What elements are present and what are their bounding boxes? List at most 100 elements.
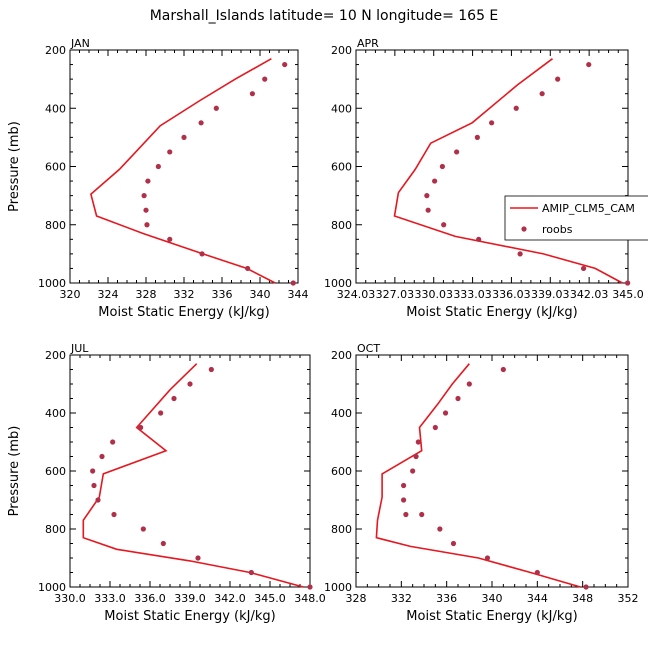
x-tick-label: 348 bbox=[572, 592, 593, 605]
legend-label-obs: roobs bbox=[542, 223, 573, 236]
series-line-model bbox=[82, 363, 304, 588]
obs-point bbox=[91, 482, 97, 489]
obs-point bbox=[213, 105, 219, 111]
series-line-model bbox=[375, 363, 581, 588]
x-tick-label: 327.03 bbox=[376, 288, 415, 301]
y-tick-label: 200 bbox=[331, 349, 352, 362]
y-tick-label: 600 bbox=[331, 161, 352, 174]
obs-point bbox=[410, 468, 416, 474]
x-tick-label: 340 bbox=[250, 288, 271, 301]
obs-point bbox=[245, 265, 251, 272]
y-tick-label: 1000 bbox=[324, 581, 352, 594]
obs-point bbox=[307, 584, 313, 590]
obs-point bbox=[580, 265, 587, 272]
obs-point bbox=[484, 555, 491, 561]
x-tick-label: 320 bbox=[60, 288, 81, 301]
obs-point bbox=[249, 91, 255, 97]
panel-oct: OCT 328 332 336 340 344 348 352 200 400 600 800 1000… bbox=[324, 342, 639, 624]
x-tick-label: 336.0 bbox=[134, 592, 166, 605]
y-tick-label: 1000 bbox=[38, 581, 66, 594]
obs-point bbox=[401, 497, 407, 503]
x-tick-label: 345.0 bbox=[612, 288, 644, 301]
obs-point bbox=[555, 76, 561, 82]
obs-point bbox=[195, 555, 201, 561]
obs-point bbox=[476, 236, 482, 242]
x-tick-label: 344 bbox=[288, 288, 309, 301]
obs-point bbox=[110, 439, 116, 445]
obs-point bbox=[474, 134, 480, 140]
y-axis-label: Pressure (mb) bbox=[7, 426, 22, 517]
panel-label: JAN bbox=[70, 37, 90, 50]
obs-point bbox=[500, 366, 506, 373]
x-axis-label: Moist Static Energy (kJ/kg) bbox=[406, 305, 577, 320]
series-line-model bbox=[393, 58, 623, 284]
obs-point bbox=[248, 569, 254, 576]
y-tick-label: 600 bbox=[45, 161, 66, 174]
plot-frame bbox=[355, 354, 629, 588]
y-tick-label: 600 bbox=[45, 465, 66, 478]
obs-point bbox=[181, 134, 187, 140]
x-tick-label: 342.0 bbox=[214, 592, 246, 605]
figure-title: Marshall_Islands latitude= 10 N longitud… bbox=[150, 8, 499, 24]
x-tick-label: 344 bbox=[527, 592, 548, 605]
obs-point bbox=[517, 251, 523, 257]
obs-point bbox=[145, 178, 151, 184]
obs-point bbox=[450, 540, 457, 547]
legend-label-model: AMIP_CLM5_CAM bbox=[542, 202, 635, 215]
obs-point bbox=[158, 410, 164, 416]
obs-point bbox=[425, 207, 431, 213]
obs-point bbox=[160, 540, 166, 547]
obs-point bbox=[403, 511, 409, 518]
obs-point bbox=[454, 149, 460, 155]
obs-point bbox=[199, 251, 205, 257]
y-tick-label: 800 bbox=[331, 219, 352, 232]
obs-point bbox=[437, 526, 443, 532]
x-axis-label: Moist Static Energy (kJ/kg) bbox=[104, 609, 275, 624]
y-tick-label: 200 bbox=[331, 44, 352, 57]
obs-point bbox=[415, 439, 421, 445]
obs-point bbox=[95, 497, 101, 503]
obs-point bbox=[171, 395, 177, 402]
y-axis-label: Pressure (mb) bbox=[7, 121, 22, 212]
obs-point bbox=[208, 366, 214, 373]
x-tick-label: 342.03 bbox=[570, 288, 609, 301]
y-tick-label: 800 bbox=[45, 219, 66, 232]
obs-point bbox=[99, 453, 105, 460]
obs-point bbox=[432, 424, 438, 431]
x-tick-label: 336.03 bbox=[492, 288, 531, 301]
obs-point bbox=[583, 584, 589, 590]
obs-point bbox=[439, 163, 445, 170]
panel-label: OCT bbox=[357, 342, 380, 355]
y-tick-label: 400 bbox=[331, 102, 352, 115]
obs-point bbox=[401, 482, 407, 489]
plot-frame bbox=[69, 354, 311, 588]
x-tick-label: 339.0 bbox=[174, 592, 206, 605]
obs-point bbox=[187, 381, 193, 387]
y-tick-label: 600 bbox=[331, 465, 352, 478]
obs-point bbox=[441, 222, 447, 228]
x-tick-label: 340 bbox=[482, 592, 503, 605]
y-tick-label: 200 bbox=[45, 349, 66, 362]
obs-point bbox=[290, 280, 296, 286]
x-tick-label: 332 bbox=[391, 592, 412, 605]
y-tick-label: 400 bbox=[45, 102, 66, 115]
obs-point bbox=[489, 120, 495, 126]
obs-point bbox=[413, 453, 419, 460]
obs-point bbox=[198, 120, 204, 126]
y-tick-label: 800 bbox=[331, 523, 352, 536]
x-tick-label: 352 bbox=[618, 592, 639, 605]
obs-point bbox=[419, 511, 425, 518]
obs-point bbox=[143, 207, 149, 213]
x-tick-label: 330.03 bbox=[414, 288, 453, 301]
legend-box bbox=[504, 195, 648, 241]
x-tick-label: 324 bbox=[98, 288, 119, 301]
obs-point bbox=[141, 193, 147, 199]
panel-jul: JUL 330.0 333.0 336.0 339.0 342.0 345.0 348.0 20… bbox=[7, 342, 326, 624]
x-axis-label: Moist Static Energy (kJ/kg) bbox=[406, 609, 577, 624]
obs-point bbox=[138, 424, 144, 431]
legend-dot-swatch bbox=[521, 226, 527, 232]
y-tick-label: 800 bbox=[45, 523, 66, 536]
panel-label: JUL bbox=[70, 342, 89, 355]
